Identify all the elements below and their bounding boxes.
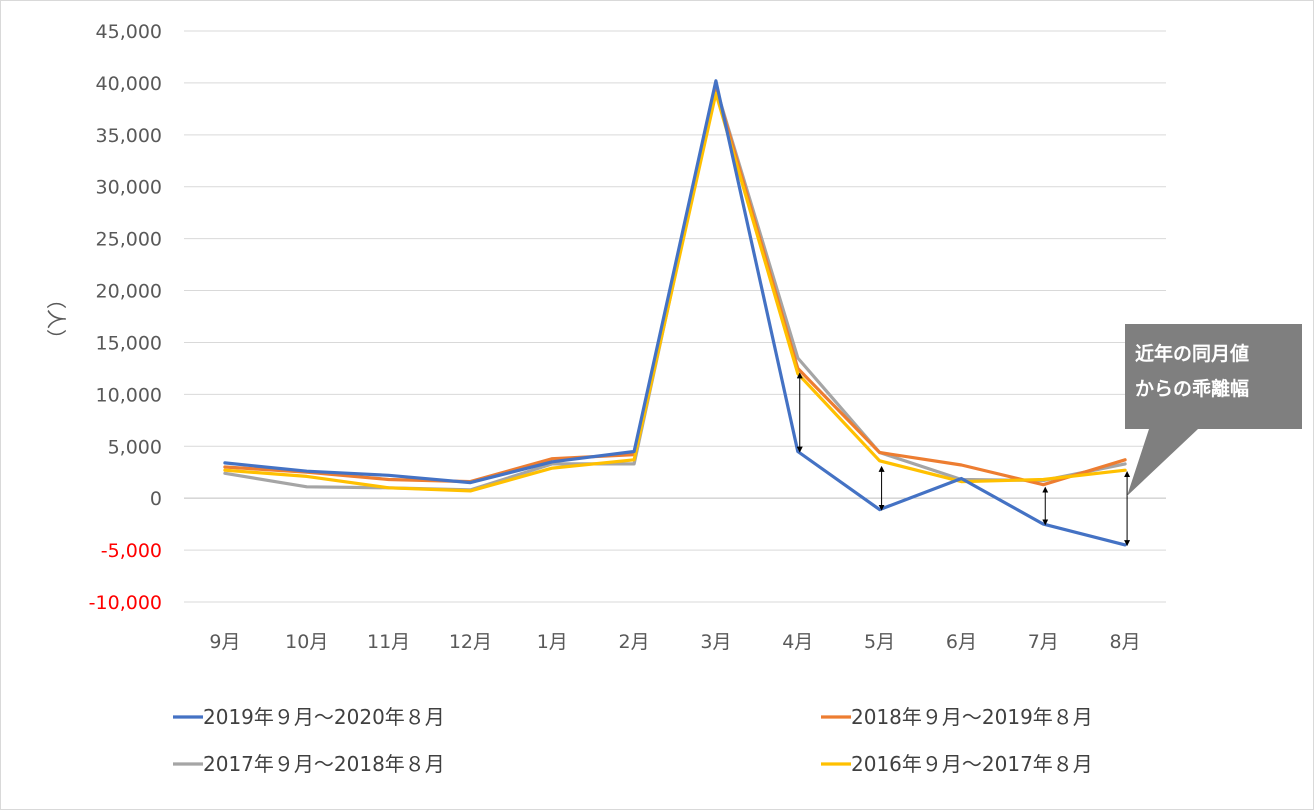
x-tick-label: 6月	[946, 631, 977, 653]
y-tick-label: 10,000	[96, 384, 162, 406]
y-tick-label: 20,000	[96, 281, 162, 303]
legend-label: 2016年９月～2017年８月	[851, 752, 1093, 776]
series-line	[223, 79, 1127, 547]
callout-line-2: からの乖離幅	[1135, 377, 1249, 400]
x-tick-label: 12月	[449, 631, 492, 653]
callout-box	[1125, 324, 1302, 496]
legend: 2019年９月～2020年８月 2018年９月～2019年８月 2017年９月～20…	[173, 705, 1093, 776]
callout-line-1: 近年の同月値	[1135, 342, 1249, 365]
x-tick-label: 10月	[285, 631, 328, 653]
x-tick-label: 11月	[367, 631, 410, 653]
x-tick-label: 5月	[864, 631, 895, 653]
legend-label: 2019年９月～2020年８月	[203, 705, 445, 729]
y-tick-label: 40,000	[96, 73, 162, 95]
y-tick-label: 25,000	[96, 229, 162, 251]
x-tick-label: 2月	[619, 631, 650, 653]
series-line	[223, 86, 1127, 487]
x-tick-label: 8月	[1110, 631, 1141, 653]
series-line	[223, 91, 1127, 493]
legend-label: 2017年９月～2018年８月	[203, 752, 445, 776]
gap-arrows	[796, 372, 1131, 547]
x-tick-label: 4月	[782, 631, 813, 653]
y-tick-label: 5,000	[108, 436, 162, 458]
legend-label: 2018年９月～2019年８月	[851, 705, 1093, 729]
x-axis-ticks: 9月 10月 11月 12月 1月 2月 3月 4月 5月 6月 7月 8月	[209, 631, 1140, 653]
series-lines	[223, 79, 1127, 547]
y-tick-label: -5,000	[101, 540, 162, 562]
y-axis-ticks: 45,000 40,000 35,000 30,000 25,000 20,000 15,0…	[89, 21, 162, 614]
y-axis-label: （人）	[44, 289, 68, 349]
x-tick-label: 1月	[537, 631, 568, 653]
y-tick-label: 15,000	[96, 332, 162, 354]
y-tick-label: 30,000	[96, 177, 162, 199]
y-tick-label: 45,000	[96, 21, 162, 43]
y-tick-label: -10,000	[89, 592, 162, 614]
y-tick-label: 0	[150, 488, 162, 510]
callout: 近年の同月値 からの乖離幅	[1125, 324, 1302, 496]
gridlines	[184, 30, 1166, 603]
y-tick-label: 35,000	[96, 125, 162, 147]
x-tick-label: 7月	[1028, 631, 1059, 653]
series-line	[223, 85, 1127, 492]
x-tick-label: 3月	[700, 631, 731, 653]
x-tick-label: 9月	[209, 631, 240, 653]
